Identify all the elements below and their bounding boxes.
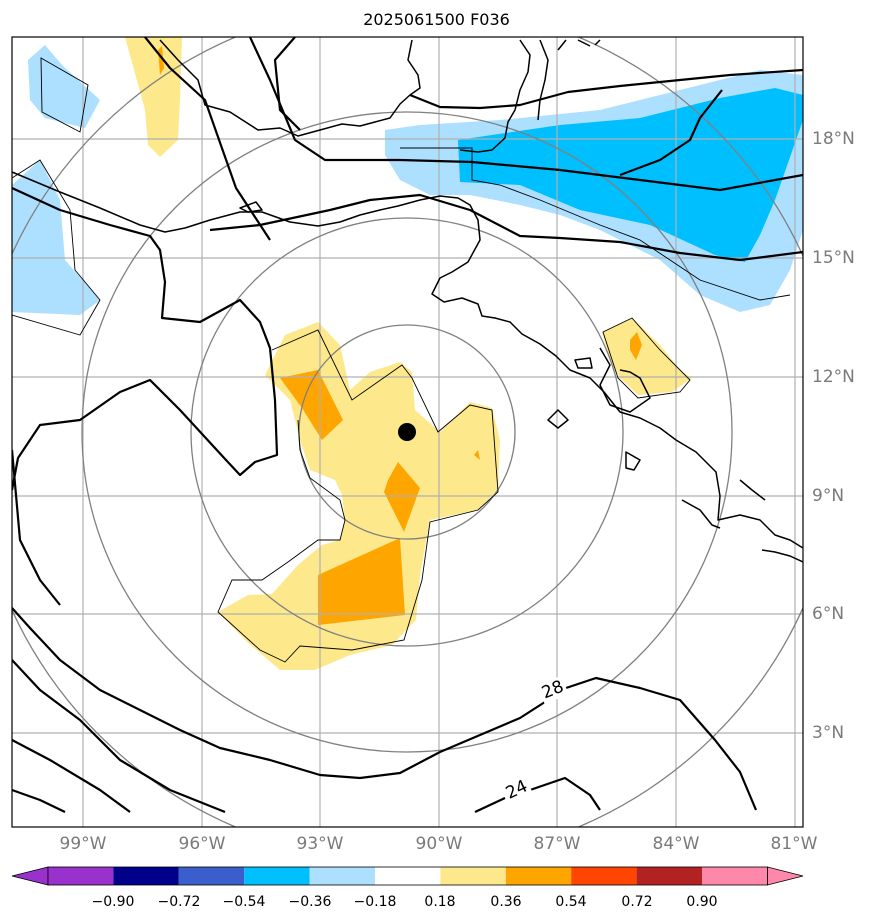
colorbar-bin xyxy=(505,867,572,885)
map-frame xyxy=(11,36,804,828)
colorbar-under xyxy=(11,866,49,886)
colorbar-bin xyxy=(113,867,179,885)
colorbar-frame xyxy=(47,866,768,886)
map-title: 2025061500 F036 xyxy=(363,10,510,29)
lat-label-6n: 6°N xyxy=(812,604,845,624)
lon-label-90w: 90°W xyxy=(415,834,463,854)
lon-label-93w: 93°W xyxy=(296,834,344,854)
colorbar-label: 0.90 xyxy=(686,894,718,910)
colorbar-bin xyxy=(375,867,441,885)
lon-label-84w: 84°W xyxy=(652,834,700,854)
bold-contours xyxy=(12,37,803,814)
colorbar-bin xyxy=(636,867,702,885)
colorbar-label: −0.18 xyxy=(353,894,397,910)
lat-label-9n: 9°N xyxy=(812,486,845,506)
lat-label-12n: 12°N xyxy=(812,367,855,387)
colorbar-label: 0.36 xyxy=(490,894,522,910)
colorbar-label: 0.54 xyxy=(555,894,587,910)
colorbar-bin xyxy=(48,867,114,885)
colorbar-bin xyxy=(571,867,637,885)
lon-label-99w: 99°W xyxy=(59,834,107,854)
storm-center-marker xyxy=(398,423,416,441)
colorbar-bin xyxy=(440,867,506,885)
colorbar-bin xyxy=(178,867,245,885)
shading-orange xyxy=(158,46,642,625)
lat-label-3n: 3°N xyxy=(812,723,845,743)
colorbar-label: −0.36 xyxy=(288,894,332,910)
lon-label-81w: 81°W xyxy=(770,834,818,854)
colorbar-label: −0.90 xyxy=(91,894,135,910)
lon-label-96w: 96°W xyxy=(178,834,226,854)
thin-contours xyxy=(12,57,791,663)
lat-label-15n: 15°N xyxy=(812,248,855,268)
colorbar-over xyxy=(767,866,804,886)
colorbar-label: −0.72 xyxy=(157,894,201,910)
colorbar-label: 0.18 xyxy=(424,894,456,910)
colorbar-bin xyxy=(244,867,310,885)
colorbar-bin xyxy=(702,867,768,885)
lat-label-18n: 18°N xyxy=(812,129,855,149)
coastlines xyxy=(12,39,803,563)
colorbar-label: −0.54 xyxy=(222,894,266,910)
lon-label-87w: 87°W xyxy=(533,834,581,854)
colorbar-label: 0.72 xyxy=(621,894,653,910)
colorbar-bin xyxy=(309,867,375,885)
colorbar xyxy=(11,866,804,886)
